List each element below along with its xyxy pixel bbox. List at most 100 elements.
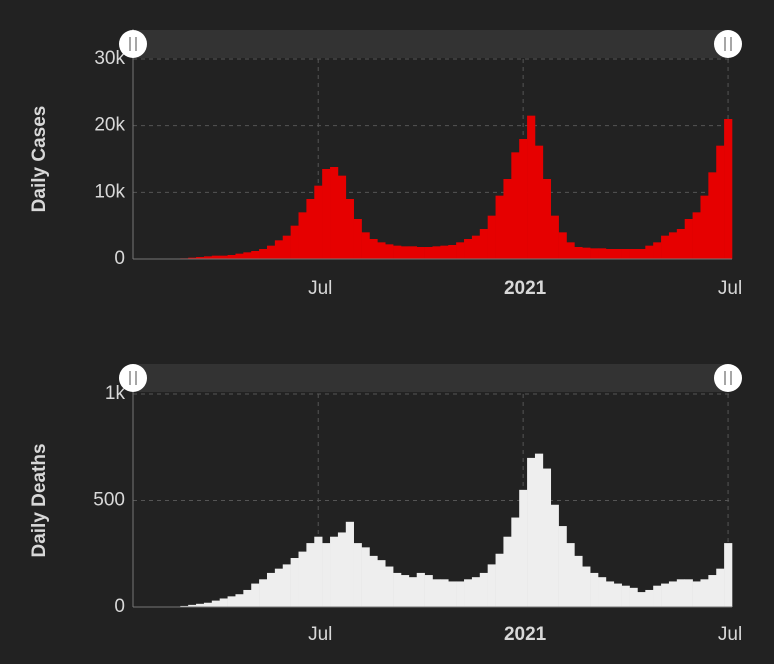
bar xyxy=(684,219,693,259)
bar xyxy=(637,249,646,259)
bar xyxy=(676,579,686,607)
x-tick-label: 2021 xyxy=(504,624,547,645)
bar xyxy=(203,602,213,607)
y-tick-label: 10k xyxy=(94,181,125,202)
bar xyxy=(668,232,678,259)
bar xyxy=(188,257,197,259)
bar xyxy=(369,239,378,259)
bar xyxy=(353,543,362,607)
bar xyxy=(621,585,630,607)
y-axis-title: Daily Deaths xyxy=(29,443,50,557)
range-slider[interactable] xyxy=(119,30,742,58)
panel: 0 10k 20k 30k Jul 2021 Jul Daily Cases xyxy=(29,29,742,299)
panel: 0 500 1k Jul 2021 Jul Daily Deaths xyxy=(29,364,742,645)
slider-handle[interactable] xyxy=(714,364,742,392)
bar xyxy=(464,579,473,607)
y-axis-title: Daily Cases xyxy=(29,106,50,213)
y-tick-label: 500 xyxy=(93,490,125,511)
bar xyxy=(259,249,268,259)
bar xyxy=(542,468,552,607)
bar xyxy=(377,242,386,259)
bar xyxy=(282,235,291,259)
bar xyxy=(440,245,449,259)
bar xyxy=(519,139,528,259)
bar xyxy=(692,581,701,607)
bar xyxy=(385,244,394,259)
bar xyxy=(708,575,717,607)
bar xyxy=(330,167,339,259)
bar xyxy=(716,145,725,259)
bar xyxy=(337,175,347,259)
bar xyxy=(424,247,433,259)
bar xyxy=(668,581,678,607)
bar xyxy=(503,179,512,259)
bar xyxy=(243,589,252,607)
slider-handle[interactable] xyxy=(119,30,147,58)
bar xyxy=(274,240,284,259)
x-tick-label: 2021 xyxy=(504,278,547,299)
bar xyxy=(590,572,599,607)
bar xyxy=(188,604,197,607)
bar xyxy=(361,547,370,607)
bar xyxy=(345,199,354,259)
bar xyxy=(527,115,536,260)
bar xyxy=(448,581,457,607)
bar xyxy=(527,457,536,607)
slider-handle[interactable] xyxy=(714,30,742,58)
bar xyxy=(314,536,323,607)
bar xyxy=(621,249,630,259)
bar xyxy=(613,249,622,259)
bar xyxy=(487,215,496,259)
bar xyxy=(227,596,236,607)
bar xyxy=(558,232,567,259)
bar xyxy=(629,249,638,259)
bar xyxy=(700,195,709,259)
bar xyxy=(290,225,299,259)
bar xyxy=(550,215,559,259)
handle-icon xyxy=(724,371,732,385)
bar xyxy=(495,553,504,607)
bar xyxy=(700,579,709,607)
bar xyxy=(550,504,559,607)
bar xyxy=(479,572,488,607)
bar xyxy=(574,247,583,259)
bar xyxy=(385,566,394,607)
bar xyxy=(582,247,591,259)
bar xyxy=(511,152,520,259)
slider-handle[interactable] xyxy=(119,364,147,392)
bar xyxy=(582,566,591,607)
bar xyxy=(424,575,433,607)
bar xyxy=(400,246,410,259)
bar xyxy=(219,598,228,607)
bar xyxy=(266,572,276,607)
bar xyxy=(180,605,189,607)
bar xyxy=(448,245,457,259)
bar xyxy=(203,256,213,259)
range-slider[interactable] xyxy=(119,364,742,392)
bar xyxy=(432,246,441,259)
bar xyxy=(322,543,331,607)
bar xyxy=(196,603,205,607)
x-tick-label: Jul xyxy=(718,278,742,299)
bar xyxy=(314,185,323,259)
bar xyxy=(613,583,622,607)
y-tick-label: 1k xyxy=(105,383,126,404)
bar xyxy=(196,257,205,259)
bar xyxy=(511,517,520,607)
bar xyxy=(724,543,733,607)
bar xyxy=(337,532,347,607)
bar xyxy=(235,253,244,259)
bar xyxy=(361,232,370,259)
handle-icon xyxy=(129,37,137,51)
bar xyxy=(298,551,307,607)
bar xyxy=(416,247,425,259)
bar xyxy=(369,555,378,607)
bar xyxy=(227,255,236,259)
bar xyxy=(645,589,654,607)
bar xyxy=(251,251,260,259)
bar xyxy=(566,543,575,607)
bar xyxy=(306,543,315,607)
bar xyxy=(637,592,646,607)
bar xyxy=(377,560,386,607)
